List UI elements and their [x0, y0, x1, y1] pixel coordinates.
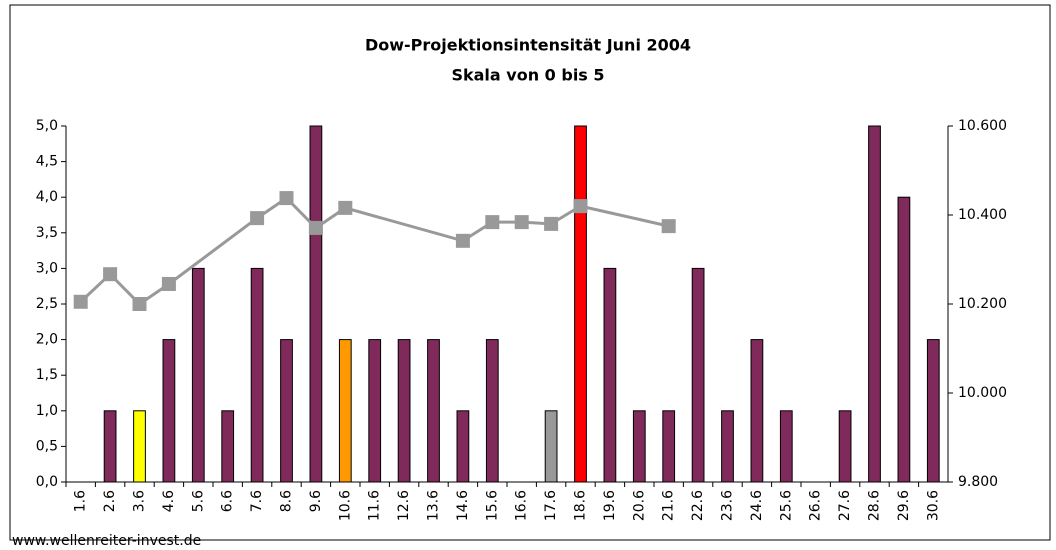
y-tick-label: 0,0 [36, 474, 58, 490]
x-tick-label: 16.6 [514, 490, 530, 521]
x-tick-label: 24.6 [749, 490, 765, 521]
chart-title: Dow-Projektionsintensität Juni 2004 [365, 36, 691, 55]
x-tick-label: 1.6 [73, 490, 89, 512]
bar [221, 410, 235, 483]
x-tick-label: 2.6 [102, 490, 118, 512]
x-tick-label: 10.6 [337, 490, 353, 521]
bar [721, 410, 734, 483]
y-tick-label: 0,5 [36, 438, 58, 454]
bar [544, 410, 558, 483]
bar [750, 339, 764, 483]
bar [397, 339, 411, 483]
line-marker [279, 191, 294, 206]
x-tick-label: 17.6 [543, 490, 559, 521]
bar [574, 125, 587, 483]
x-tick-label: 28.6 [867, 490, 883, 521]
bar [280, 339, 293, 483]
x-tick-label: 30.6 [925, 490, 941, 521]
bar [662, 410, 676, 483]
line-marker [103, 267, 118, 282]
x-tick-label: 22.6 [690, 490, 706, 521]
source: www.wellenreiter-invest.de [12, 533, 201, 549]
y-tick-label: 4,0 [36, 189, 58, 205]
bar [926, 339, 940, 483]
x-tick-label: 18.6 [573, 490, 589, 521]
y2-tick-label: 10.600 [958, 118, 1007, 134]
x-tick-label: 9.6 [308, 490, 324, 512]
line-marker [73, 294, 88, 309]
y-tick-label: 2,0 [36, 332, 58, 348]
bar [250, 267, 264, 483]
x-tick-label: 14.6 [455, 490, 471, 521]
line-marker [573, 199, 588, 214]
bar [603, 267, 617, 483]
line-marker [544, 216, 559, 231]
x-tick-label: 8.6 [279, 490, 295, 512]
x-tick-label: 3.6 [132, 490, 148, 512]
x-tick-label: 12.6 [396, 490, 412, 521]
bar [309, 125, 323, 483]
bar [103, 410, 117, 483]
x-tick-label: 13.6 [426, 490, 442, 521]
bar [779, 410, 793, 483]
line-marker [132, 297, 147, 311]
bar [191, 267, 205, 483]
x-tick-label: 27.6 [837, 490, 853, 521]
x-tick-label: 20.6 [631, 490, 647, 521]
x-tick-label: 4.6 [161, 490, 177, 512]
bar [368, 339, 382, 483]
bar [162, 339, 176, 483]
bar [456, 410, 470, 483]
line-marker [514, 215, 529, 230]
y-tick-label: 4,5 [36, 154, 58, 170]
y-tick-label: 5,0 [36, 118, 58, 134]
x-tick-label: 26.6 [808, 490, 824, 521]
line-marker [338, 200, 353, 215]
y-tick-label: 1,5 [36, 367, 58, 383]
x-tick-label: 21.6 [661, 490, 677, 521]
line-marker [161, 276, 176, 291]
line-marker [485, 215, 500, 230]
bar [838, 410, 852, 483]
x-tick-label: 29.6 [896, 490, 912, 521]
y2-tick-label: 9.800 [958, 474, 998, 490]
bar [691, 267, 705, 483]
bar [427, 339, 440, 483]
y2-tick-label: 10.000 [958, 385, 1007, 401]
x-tick-label: 19.6 [602, 490, 618, 521]
x-tick-label: 23.6 [720, 490, 736, 521]
y-tick-label: 2,5 [36, 296, 58, 312]
line-marker [250, 211, 265, 226]
line-marker [455, 233, 470, 248]
x-tick-label: 11.6 [367, 490, 383, 521]
line-marker [661, 219, 676, 234]
bar [868, 125, 881, 483]
bar [632, 410, 646, 483]
bar [485, 339, 499, 483]
x-tick-label: 5.6 [190, 490, 206, 512]
y-tick-label: 1,0 [36, 403, 58, 419]
y-tick-label: 3,0 [36, 260, 58, 276]
chart-subtitle: Skala von 0 bis 5 [451, 66, 604, 85]
y-tick-label: 3,5 [36, 225, 58, 241]
bar [897, 196, 911, 483]
x-tick-label: 25.6 [778, 490, 794, 521]
x-tick-label: 15.6 [484, 490, 500, 521]
x-tick-label: 7.6 [249, 490, 265, 512]
bar [338, 339, 352, 483]
x-tick-label: 6.6 [220, 490, 236, 512]
line-marker [308, 220, 323, 235]
bar [133, 410, 146, 483]
y2-tick-label: 10.200 [958, 296, 1007, 312]
y2-tick-label: 10.400 [958, 207, 1007, 223]
